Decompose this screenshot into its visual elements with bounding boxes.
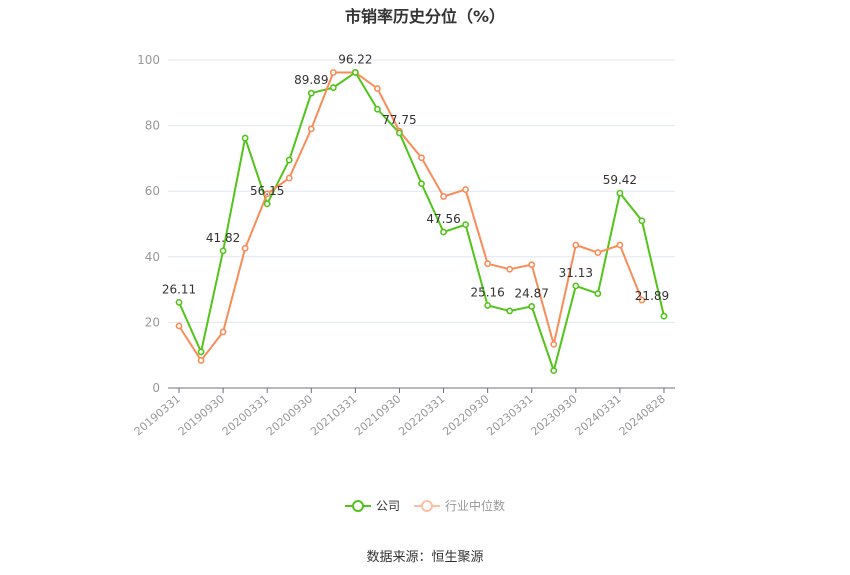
data-point[interactable] — [197, 357, 205, 364]
legend-label-company: 公司 — [375, 499, 400, 513]
data-point[interactable] — [374, 85, 381, 92]
x-tick-label: 20220930 — [440, 392, 491, 438]
data-point[interactable] — [285, 156, 293, 164]
data-point[interactable] — [528, 261, 536, 269]
x-tick-label: 20240828 — [617, 392, 668, 438]
data-point[interactable] — [219, 328, 227, 336]
data-point[interactable] — [329, 84, 337, 91]
data-label: 21.89 — [635, 289, 669, 303]
data-label: 59.42 — [603, 173, 637, 187]
y-tick-label: 0 — [152, 381, 160, 395]
data-label: 25.16 — [470, 285, 504, 299]
chart-legend: 公司 行业中位数 — [0, 497, 850, 514]
data-point[interactable] — [550, 367, 558, 375]
legend-label-industry: 行业中位数 — [445, 499, 506, 513]
data-point[interactable] — [175, 298, 183, 306]
x-tick-label: 20230331 — [484, 392, 535, 438]
data-label: 56.15 — [250, 184, 284, 198]
y-tick-label: 60 — [145, 184, 160, 198]
data-point[interactable] — [418, 154, 425, 162]
data-point[interactable] — [396, 129, 403, 137]
data-point[interactable] — [506, 307, 514, 315]
data-point[interactable] — [285, 174, 293, 182]
y-tick-label: 80 — [145, 119, 160, 133]
data-point[interactable] — [638, 217, 646, 225]
x-tick-label: 20200331 — [220, 392, 271, 438]
data-point[interactable] — [484, 260, 492, 268]
data-point[interactable] — [572, 282, 580, 290]
x-tick-label: 20200930 — [264, 392, 315, 438]
data-label: 47.56 — [426, 212, 460, 226]
data-point[interactable] — [440, 228, 447, 236]
data-point[interactable] — [197, 348, 205, 356]
data-point[interactable] — [484, 302, 492, 309]
data-point[interactable] — [506, 265, 514, 273]
data-point[interactable] — [594, 249, 602, 256]
data-point[interactable] — [263, 190, 271, 198]
data-point[interactable] — [418, 180, 425, 188]
data-point[interactable] — [528, 303, 536, 310]
data-label: 96.22 — [338, 52, 372, 66]
y-tick-label: 100 — [137, 53, 160, 67]
data-point[interactable] — [594, 290, 602, 297]
company-line — [178, 70, 665, 375]
x-tick-label: 20210930 — [352, 392, 403, 438]
y-tick-label: 20 — [145, 315, 160, 329]
data-point[interactable] — [660, 312, 668, 320]
data-point[interactable] — [307, 89, 315, 97]
legend-item-company[interactable]: 公司 — [344, 497, 400, 514]
legend-item-industry[interactable]: 行业中位数 — [414, 497, 505, 514]
data-point[interactable] — [616, 241, 624, 249]
data-point[interactable] — [307, 125, 315, 133]
data-point[interactable] — [616, 189, 624, 197]
data-point[interactable] — [638, 296, 646, 304]
x-tick-label: 20190331 — [132, 392, 183, 438]
x-tick-label: 20230930 — [528, 392, 579, 438]
legend-line-circle-icon — [414, 499, 440, 512]
data-label: 77.75 — [382, 113, 416, 127]
data-point[interactable] — [462, 221, 469, 229]
x-tick-label: 20210331 — [308, 392, 359, 438]
data-point[interactable] — [572, 241, 580, 249]
x-tick-label: 20220331 — [396, 392, 447, 438]
data-point[interactable] — [550, 340, 558, 348]
data-label: 41.82 — [206, 231, 240, 245]
data-label: 24.87 — [515, 286, 549, 300]
data-label: 31.13 — [559, 266, 593, 280]
data-label: 89.89 — [294, 73, 328, 87]
data-point[interactable] — [374, 105, 381, 113]
data-point[interactable] — [219, 247, 227, 255]
data-point[interactable] — [351, 68, 359, 76]
data-source: 数据来源：恒生聚源 — [366, 550, 484, 565]
data-label: 26.11 — [162, 282, 196, 296]
data-point[interactable] — [241, 134, 249, 142]
legend-line-circle-icon — [344, 499, 371, 512]
industry-line — [178, 71, 643, 363]
x-tick-label: 20240331 — [573, 392, 624, 438]
line-chart: 0 20 40 60 80 100 2019033120190930202003312020… — [132, 52, 675, 438]
y-tick-label: 40 — [145, 250, 160, 264]
chart-title: 市销率历史分位（%） — [344, 7, 506, 26]
data-point[interactable] — [263, 200, 271, 208]
data-point[interactable] — [329, 69, 337, 76]
x-tick-label: 20190930 — [176, 392, 227, 438]
data-point[interactable] — [440, 193, 447, 200]
data-point[interactable] — [241, 244, 249, 252]
data-point[interactable] — [462, 186, 469, 193]
data-point[interactable] — [175, 322, 183, 330]
